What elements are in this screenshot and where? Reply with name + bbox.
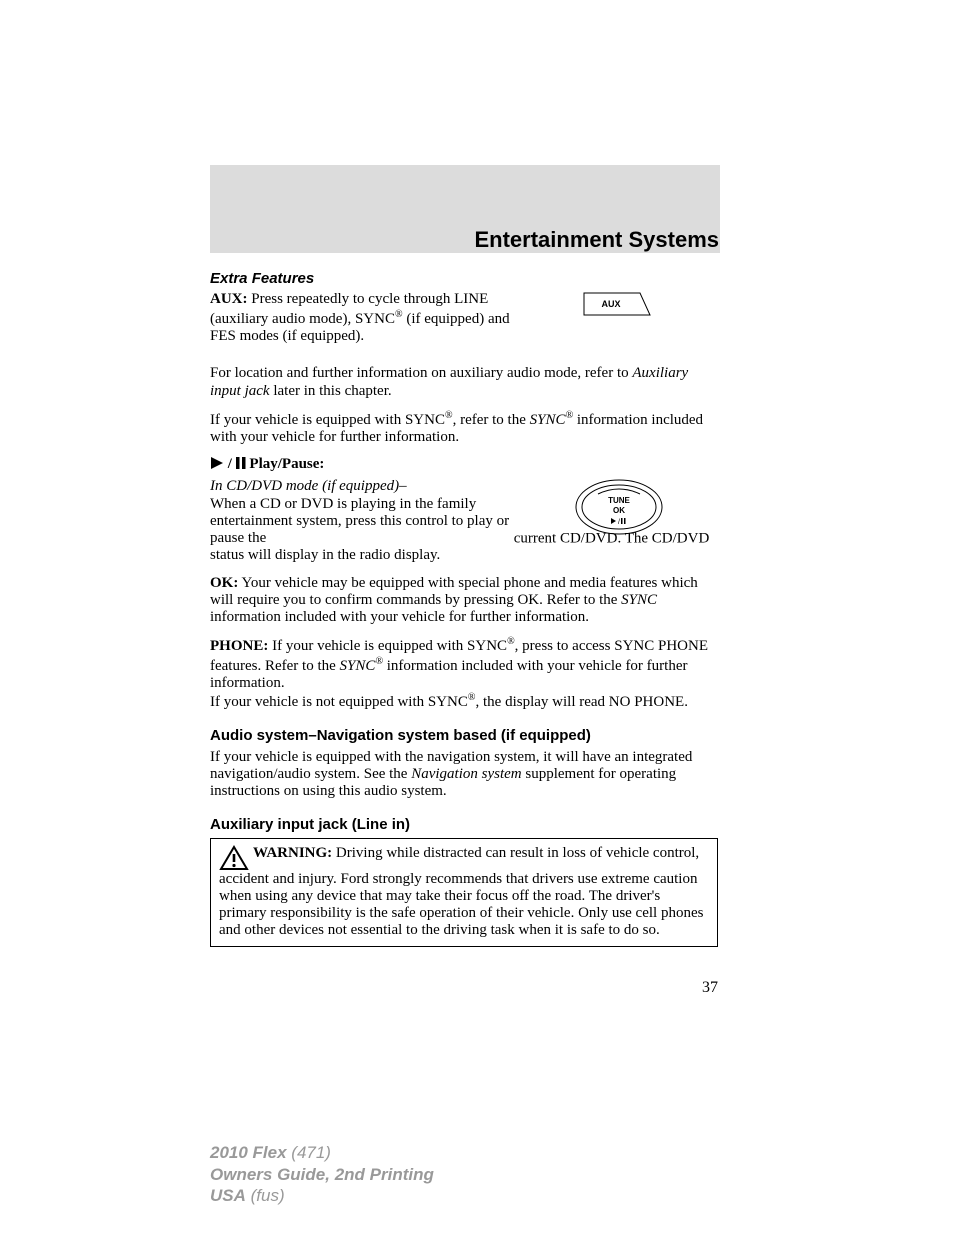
warning-box: WARNING: Driving while distracted can re…: [210, 838, 718, 947]
nav-paragraph: If your vehicle is equipped with the nav…: [210, 749, 718, 801]
ok-paragraph: OK: Your vehicle may be equipped with sp…: [210, 575, 718, 627]
sync-ref-paragraph: If your vehicle is equipped with SYNC®, …: [210, 410, 718, 447]
phone-label: PHONE:: [210, 638, 268, 654]
tune-dial-illustration: TUNE OK /: [574, 478, 664, 536]
page-number: 37: [210, 979, 718, 997]
aux-button-illustration: AUX: [582, 291, 652, 315]
phone-paragraph: PHONE: If your vehicle is equipped with …: [210, 636, 718, 692]
aux-location-paragraph: For location and further information on …: [210, 365, 718, 400]
play-icon: [210, 456, 224, 472]
footer: 2010 Flex (471) Owners Guide, 2nd Printi…: [210, 1142, 434, 1207]
ok-label: OK:: [210, 575, 238, 591]
warning-label: WARNING:: [253, 845, 332, 861]
extra-features-heading: Extra Features: [210, 270, 718, 287]
section-title: Entertainment Systems: [474, 227, 719, 253]
svg-text:TUNE: TUNE: [608, 496, 630, 505]
svg-text:/: /: [618, 519, 620, 526]
aux-label: AUX:: [210, 291, 248, 307]
warning-icon: [219, 845, 249, 871]
aux-paragraph: AUX: Press repeatedly to cycle through L…: [210, 291, 510, 345]
svg-text:OK: OK: [613, 506, 625, 515]
aux-jack-heading: Auxiliary input jack (Line in): [210, 816, 718, 833]
pause-icon: [236, 456, 246, 472]
nav-heading: Audio system–Navigation system based (if…: [210, 727, 718, 744]
play-pause-heading: Play/Pause:: [249, 456, 324, 472]
aux-button-label: AUX: [601, 299, 620, 309]
play-pause-heading-row: / Play/Pause:: [210, 456, 718, 473]
phone-no-paragraph: If your vehicle is not equipped with SYN…: [210, 692, 718, 711]
